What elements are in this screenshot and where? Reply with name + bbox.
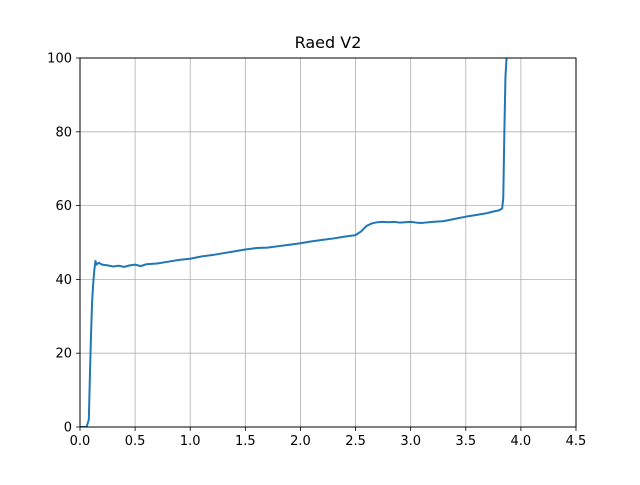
x-tick-label: 1.5 xyxy=(235,434,256,449)
plot-area-frame xyxy=(79,57,577,428)
x-tick-label: 0.5 xyxy=(125,434,146,449)
x-tick-label: 2.5 xyxy=(345,434,366,449)
x-tick-label: 3.0 xyxy=(400,434,421,449)
series-line-0 xyxy=(80,58,508,427)
chart-title: Raed V2 xyxy=(295,33,362,52)
x-tick-label: 0.0 xyxy=(70,434,91,449)
x-tick-label: 4.5 xyxy=(566,434,587,449)
x-tick-label: 3.5 xyxy=(455,434,476,449)
y-tick-label: 100 xyxy=(47,52,72,67)
y-tick-label: 60 xyxy=(55,199,72,214)
y-tick-label: 0 xyxy=(64,421,72,436)
y-tick-label: 20 xyxy=(55,347,72,362)
series-layer xyxy=(80,58,508,427)
x-tick-label: 4.0 xyxy=(511,434,532,449)
y-tick-label: 40 xyxy=(55,273,72,288)
axis-ticks: 0.0 0.5 1.0 1.5 2.0 2.5 3.0 3.5 4.0 4.5 0 20 40 60 80 1… xyxy=(47,52,586,450)
x-tick-label: 2.0 xyxy=(290,434,311,449)
y-tick-label: 80 xyxy=(55,125,72,140)
x-tick-label: 1.0 xyxy=(180,434,201,449)
